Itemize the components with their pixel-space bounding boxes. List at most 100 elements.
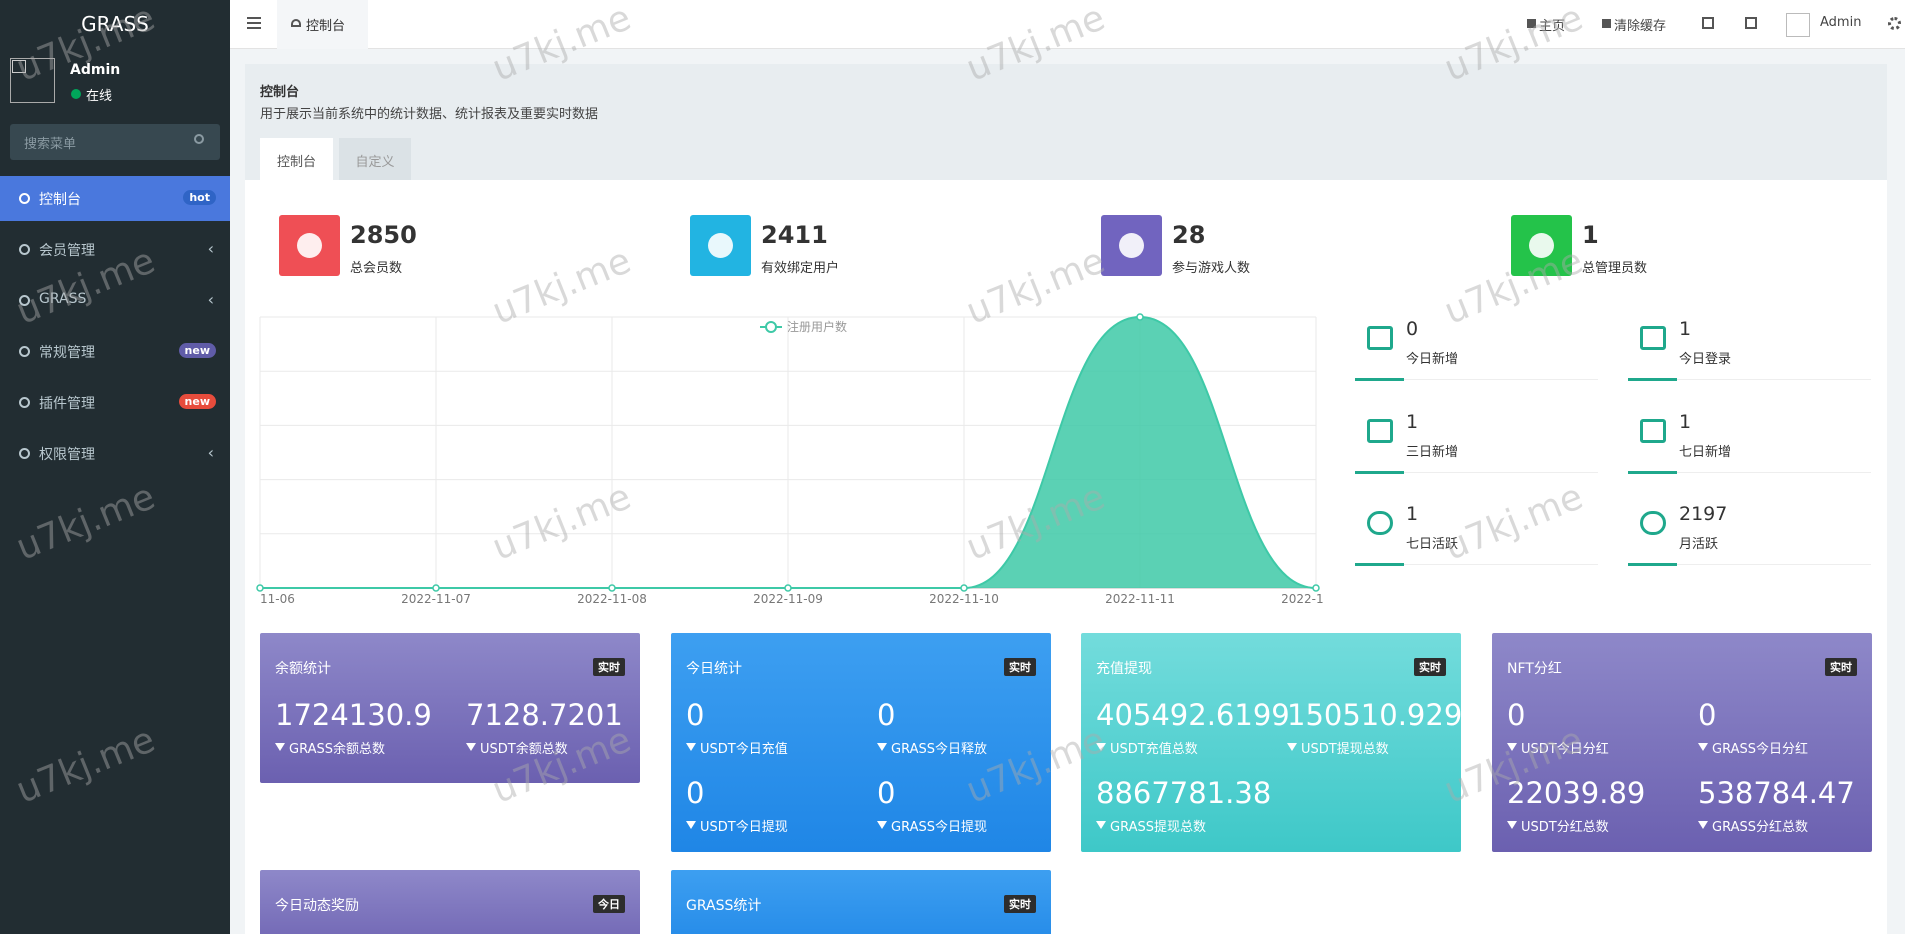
nav-link-icon	[1602, 19, 1611, 28]
mini-accent	[1628, 378, 1677, 381]
mini-accent	[1628, 563, 1677, 566]
menu-item[interactable]: 会员管理 ‹	[0, 227, 230, 272]
card-title: 今日动态奖励	[275, 898, 359, 914]
card-value: 405492.6199	[1096, 698, 1290, 732]
mini-label: 今日登录	[1679, 352, 1732, 367]
card-badge: 今日	[593, 895, 625, 913]
mini-accent	[1628, 471, 1677, 474]
x-tick-label: 2022-11-12	[1281, 592, 1340, 606]
card-value: 0	[1698, 698, 1717, 732]
stat-label: 有效绑定用户	[761, 261, 840, 276]
menu-item[interactable]: GRASS ‹	[0, 278, 230, 323]
stat-value: 2850	[350, 221, 417, 249]
card-label: USDT今日提现	[700, 820, 788, 835]
menu-item[interactable]: 控制台 hot	[0, 176, 230, 221]
panel-tab-label: 自定义	[355, 155, 395, 170]
mini-rule	[1628, 472, 1871, 473]
settings-icon[interactable]	[1888, 17, 1901, 30]
mini-label: 今日新增	[1406, 352, 1459, 367]
info-card: 今日统计 实时 0 USDT今日充值 0 GRASS今日释放 0 USDT今日提现 0 GRASS…	[671, 633, 1051, 852]
info-card: 充值提现 实时 405492.6199 USDT充值总数 150510.9298 USDT…	[1081, 633, 1481, 852]
user-menu[interactable]: Admin	[1820, 15, 1862, 30]
menu-icon	[19, 193, 30, 204]
nav-link[interactable]: 清除缓存	[1614, 19, 1667, 34]
nav-link-icon	[1527, 19, 1536, 28]
mini-rule	[1355, 472, 1598, 473]
card-label-icon	[1096, 821, 1106, 829]
card-label: GRASS今日释放	[891, 742, 987, 757]
stat-glyph	[1119, 233, 1144, 258]
card-value: 0	[686, 698, 705, 732]
nav-tab[interactable]: 控制台	[277, 0, 368, 49]
panel-tab[interactable]: 自定义	[339, 138, 411, 180]
point	[1136, 313, 1144, 321]
menu-icon	[19, 346, 30, 357]
card-label: GRASS提现总数	[1110, 820, 1206, 835]
x-tick-label: 2022-11-09	[753, 592, 823, 606]
x-tick-label: 2022-11-11	[1105, 592, 1175, 606]
mini-icon	[1640, 419, 1666, 443]
menu-label: GRASS	[39, 291, 87, 307]
card-label-icon	[275, 743, 285, 751]
panel-tab[interactable]: 控制台	[260, 138, 333, 180]
point	[256, 584, 264, 592]
avatar	[10, 58, 55, 103]
card-label: GRASS分红总数	[1712, 820, 1808, 835]
legend-label: 注册用户数	[787, 319, 847, 334]
card-title: 余额统计	[275, 661, 331, 677]
info-card: GRASS统计 实时	[671, 870, 1051, 934]
menu-toggle-mid	[247, 22, 261, 24]
mini-value: 1	[1679, 411, 1692, 433]
menu-item[interactable]: 常规管理 new	[0, 329, 230, 374]
card-label: GRASS今日分红	[1712, 742, 1808, 757]
menu-icon	[19, 295, 30, 306]
card-label-icon	[686, 743, 696, 751]
stat-glyph	[1529, 233, 1554, 258]
stat-glyph	[708, 233, 733, 258]
mini-accent	[1355, 471, 1404, 474]
card-label-icon	[1507, 743, 1517, 751]
card-value: 8867781.38	[1096, 776, 1272, 810]
menu-item[interactable]: 权限管理 ‹	[0, 431, 230, 476]
card-value: 0	[686, 776, 705, 810]
menu-badge: new	[178, 343, 216, 358]
legend-marker	[765, 321, 777, 333]
mini-rule	[1628, 379, 1871, 380]
stat-label: 总会员数	[350, 261, 403, 276]
user-status: 在线	[86, 89, 113, 104]
mini-accent	[1355, 378, 1404, 381]
mini-rule	[1355, 379, 1598, 380]
mini-value: 1	[1406, 503, 1419, 525]
menu-arrow: ‹	[207, 443, 214, 462]
menu-badge: new	[178, 394, 216, 409]
search-placeholder: 搜索菜单	[24, 137, 77, 152]
card-badge: 实时	[1825, 658, 1857, 676]
menu-badge: hot	[183, 190, 216, 205]
info-card: 今日动态奖励 今日	[260, 870, 640, 934]
card-label: USDT今日充值	[700, 742, 788, 757]
translate-icon[interactable]	[1702, 17, 1714, 29]
nav-link[interactable]: 主页	[1539, 19, 1566, 34]
card-label: USDT余额总数	[480, 742, 568, 757]
mini-icon	[1367, 511, 1393, 535]
card-label: USDT提现总数	[1301, 742, 1389, 757]
card-label: USDT充值总数	[1110, 742, 1198, 757]
card-label-icon	[1287, 743, 1297, 751]
stat-icon	[279, 215, 340, 276]
card-badge: 实时	[1414, 658, 1446, 676]
fullscreen-icon[interactable]	[1745, 17, 1757, 29]
menu-item[interactable]: 插件管理 new	[0, 380, 230, 425]
nav-tab-icon	[291, 19, 301, 27]
info-card: NFT分红 实时 0 USDT今日分红 0 GRASS今日分红 22039.89 USDT分红…	[1492, 633, 1872, 852]
mini-accent	[1355, 563, 1404, 566]
card-title: GRASS统计	[686, 898, 762, 914]
menu-toggle[interactable]	[247, 17, 261, 29]
mini-icon	[1640, 326, 1666, 350]
mini-rule	[1355, 564, 1598, 565]
card-value: 538784.47	[1698, 776, 1855, 810]
stat-icon	[1101, 215, 1162, 276]
user-avatar[interactable]	[1786, 13, 1810, 37]
point	[784, 584, 792, 592]
search-box[interactable]: 搜索菜单	[10, 124, 220, 160]
